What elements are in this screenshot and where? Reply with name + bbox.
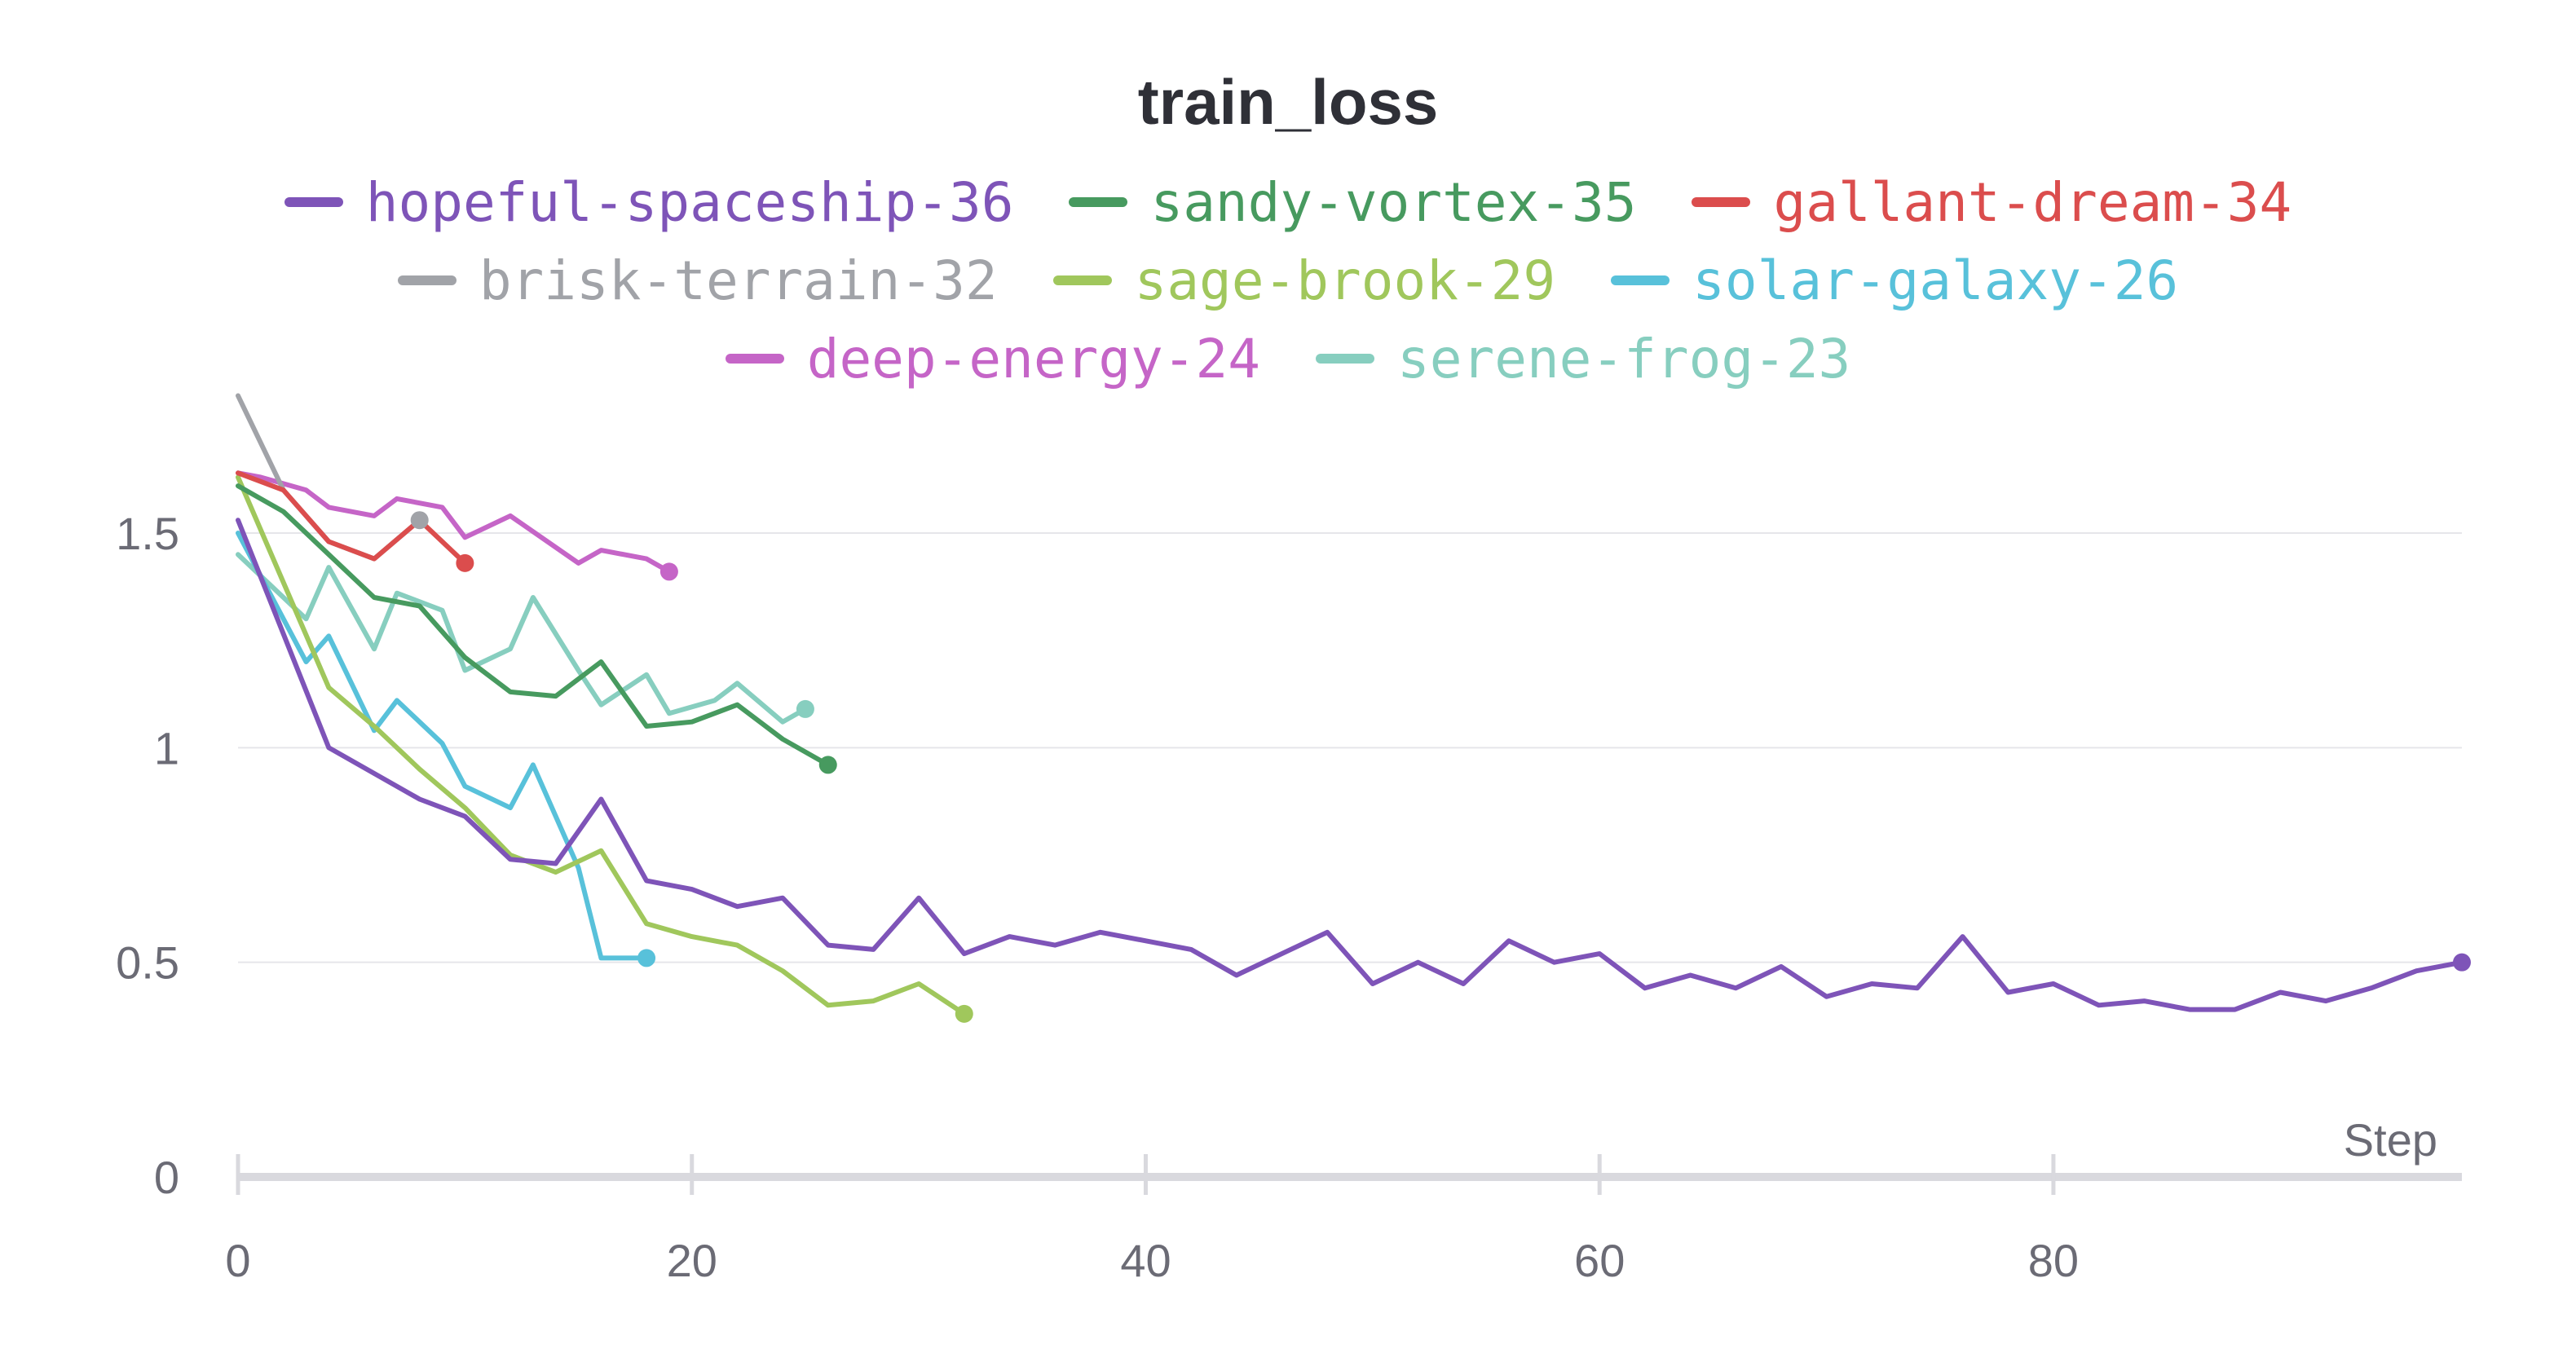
series-line-sage-brook-29	[236, 474, 967, 1016]
x-tick-label: 40	[1120, 1235, 1171, 1286]
series-line-deep-energy-24	[236, 470, 672, 575]
x-tick-label: 0	[225, 1235, 250, 1286]
legend: hopeful-spaceship-36 sandy-vortex-35 galla…	[0, 163, 2576, 398]
legend-swatch	[284, 197, 343, 207]
series-end-point-sandy-vortex-35	[818, 756, 837, 774]
legend-label: sage-brook-29	[1134, 249, 1556, 312]
legend-item[interactable]: sandy-vortex-35	[1069, 171, 1636, 234]
legend-label: deep-energy-24	[806, 327, 1260, 390]
legend-swatch	[725, 354, 784, 364]
y-tick-label: 1	[154, 722, 179, 773]
legend-label: hopeful-spaceship-36	[365, 170, 1014, 234]
legend-swatch	[1611, 275, 1670, 285]
x-tick-label: 80	[2028, 1235, 2079, 1286]
legend-label: brisk-terrain-32	[479, 249, 998, 312]
legend-item[interactable]: gallant-dream-34	[1692, 171, 2291, 234]
series-end-point-gallant-dream-34	[456, 553, 474, 572]
legend-item[interactable]: brisk-terrain-32	[397, 249, 998, 312]
legend-label: gallant-dream-34	[1773, 170, 2292, 234]
legend-label: serene-frog-23	[1397, 327, 1851, 390]
legend-row: deep-energy-24 serene-frog-23	[0, 320, 2576, 398]
legend-item[interactable]: deep-energy-24	[725, 327, 1260, 390]
series-line-sandy-vortex-35	[236, 483, 831, 768]
chart-title: train_loss	[1137, 66, 1439, 138]
series-end-point-deep-energy-24	[659, 562, 678, 581]
legend-item[interactable]: hopeful-spaceship-36	[284, 170, 1014, 234]
series-end-point-sage-brook-29	[955, 1004, 973, 1023]
y-tick-label: 1.5	[116, 508, 179, 559]
y-tick-label: 0	[154, 1152, 179, 1203]
legend-swatch	[397, 275, 457, 285]
legend-label: sandy-vortex-35	[1150, 170, 1637, 234]
legend-item[interactable]: sage-brook-29	[1052, 249, 1556, 312]
series-end-point-serene-frog-23	[796, 699, 814, 718]
series-line-serene-frog-23	[236, 552, 808, 725]
series-line-solar-galaxy-26	[236, 531, 650, 961]
legend-swatch	[1316, 354, 1374, 364]
legend-item[interactable]: solar-galaxy-26	[1611, 249, 2178, 312]
x-tick-label: 20	[667, 1235, 717, 1286]
series-line-hopeful-spaceship-36	[236, 518, 2464, 1012]
legend-label: solar-galaxy-26	[1692, 249, 2179, 312]
series-line-gallant-dream-34	[236, 470, 468, 566]
x-tick-label: 60	[1574, 1235, 1625, 1286]
y-tick-label: 0.5	[116, 937, 179, 989]
legend-row: brisk-terrain-32 sage-brook-29 solar-galax…	[0, 241, 2576, 320]
series-end-point-brisk-terrain-32	[410, 511, 429, 530]
legend-item[interactable]: serene-frog-23	[1316, 328, 1850, 390]
series-end-point-hopeful-spaceship-36	[2453, 953, 2471, 972]
legend-swatch	[1692, 197, 1751, 207]
legend-swatch	[1052, 275, 1112, 285]
x-axis-label: Step	[2344, 1114, 2437, 1166]
legend-swatch	[1069, 197, 1128, 207]
legend-row: hopeful-spaceship-36 sandy-vortex-35 galla…	[0, 163, 2576, 241]
series-end-point-solar-galaxy-26	[637, 949, 656, 967]
